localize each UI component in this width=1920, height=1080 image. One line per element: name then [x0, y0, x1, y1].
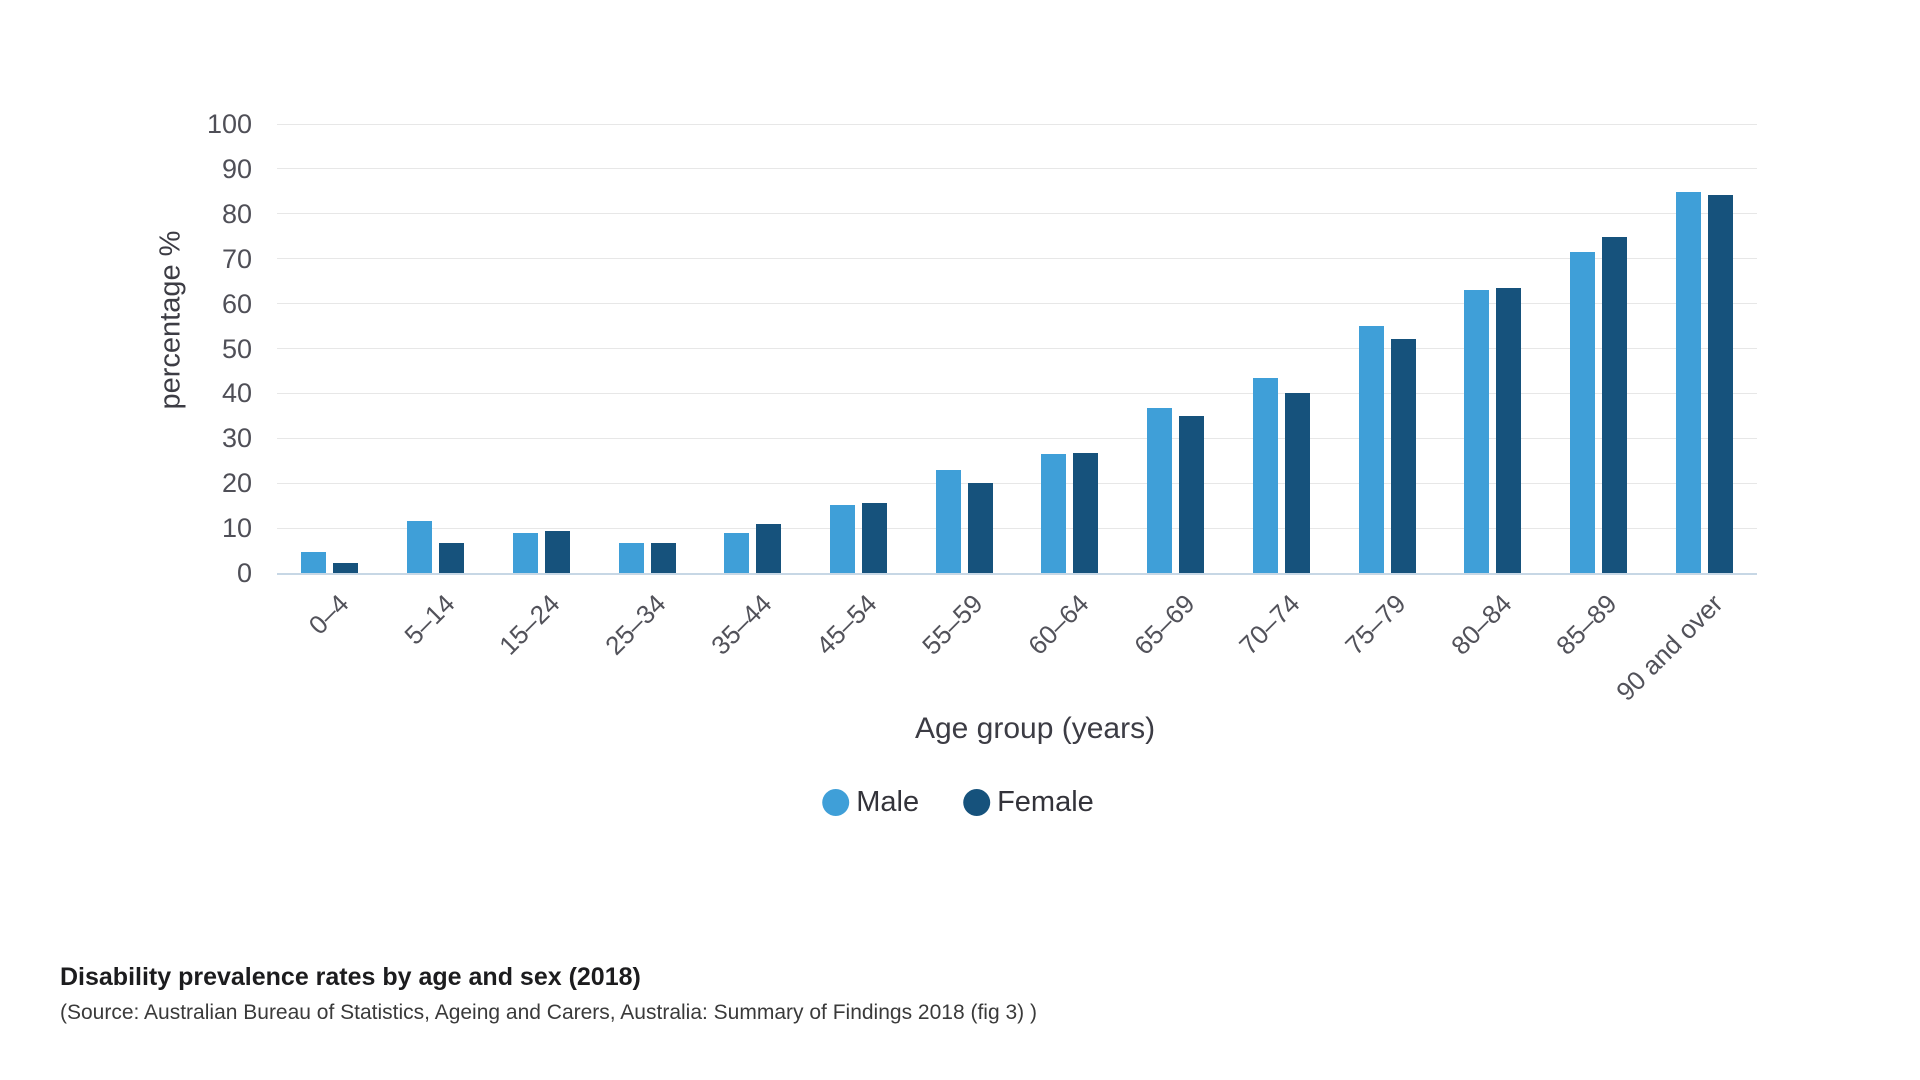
legend-item-female[interactable]: Female — [963, 786, 1094, 819]
y-tick-label-40: 40 — [221, 378, 252, 409]
y-tick-label-100: 100 — [206, 109, 252, 139]
gridline-y-40 — [277, 392, 1757, 394]
bar-female-55–59 — [967, 483, 993, 573]
gridline-y-10 — [277, 527, 1757, 529]
bar-female-70–74 — [1284, 392, 1310, 573]
x-axis-line — [277, 573, 1757, 575]
x-tick-label-55–59: 55–59 — [916, 588, 989, 661]
male-series-swatch-icon — [822, 789, 850, 816]
gridline-y-30 — [277, 437, 1757, 439]
gridline-y-90 — [277, 168, 1757, 170]
bar-male-45–54 — [829, 505, 855, 573]
bar-male-35–44 — [724, 533, 750, 573]
y-tick-label-50: 50 — [221, 333, 252, 364]
bar-male-65–69 — [1147, 407, 1173, 573]
x-tick-label-85–89: 85–89 — [1550, 588, 1623, 661]
legend-label-female: Female — [997, 786, 1094, 818]
bar-male-25–34 — [618, 543, 644, 573]
x-tick-label-80–84: 80–84 — [1444, 588, 1518, 661]
bar-male-60–64 — [1041, 453, 1067, 573]
y-tick-label-90: 90 — [221, 153, 252, 184]
bar-female-85–89 — [1601, 237, 1627, 573]
x-tick-label-70–74: 70–74 — [1233, 588, 1306, 661]
bar-female-0–4 — [333, 563, 359, 573]
bar-female-5–14 — [439, 543, 465, 573]
bar-male-15–24 — [512, 533, 538, 573]
gridline-y-70 — [277, 258, 1757, 260]
bar-male-55–59 — [935, 469, 961, 573]
x-axis-title: Age group (years) — [914, 712, 1156, 745]
y-tick-label-0: 0 — [236, 558, 252, 588]
legend-item-male[interactable]: Male — [822, 786, 919, 819]
bar-male-70–74 — [1252, 377, 1278, 573]
bar-female-80–84 — [1496, 288, 1522, 573]
chart-legend: Male Female — [822, 786, 1094, 819]
bar-female-25–34 — [650, 543, 676, 573]
gridline-y-100 — [277, 123, 1757, 125]
bar-male-90-and-over — [1675, 192, 1701, 573]
x-tick-label-90-and-over: 90 and over — [1610, 588, 1729, 707]
x-tick-label-15–24: 15–24 — [493, 588, 566, 661]
x-tick-label-0–4: 0–4 — [302, 588, 355, 641]
x-tick-label-65–69: 65–69 — [1127, 588, 1201, 661]
bar-male-0–4 — [301, 552, 327, 573]
x-tick-label-75–79: 75–79 — [1339, 588, 1412, 661]
x-tick-label-35–44: 35–44 — [704, 588, 778, 661]
y-tick-label-60: 60 — [221, 288, 252, 319]
gridline-y-20 — [277, 482, 1757, 484]
x-tick-label-25–34: 25–34 — [599, 588, 672, 661]
gridline-y-80 — [277, 213, 1757, 215]
figure-source: (Source: Australian Bureau of Statistics… — [60, 1001, 1037, 1024]
bar-male-85–89 — [1569, 252, 1595, 573]
bar-male-80–84 — [1464, 290, 1490, 573]
bar-male-5–14 — [407, 520, 433, 573]
female-series-swatch-icon — [963, 789, 991, 816]
bar-female-90-and-over — [1707, 195, 1733, 573]
y-tick-label-70: 70 — [221, 243, 252, 274]
gridline-y-50 — [277, 348, 1757, 349]
gridline-y-60 — [277, 303, 1757, 305]
y-axis-title: percentage % — [154, 230, 187, 410]
y-tick-label-80: 80 — [221, 198, 252, 229]
figure-title: Disability prevalence rates by age and s… — [60, 963, 641, 991]
bar-female-60–64 — [1073, 453, 1099, 573]
y-tick-label-30: 30 — [221, 423, 252, 454]
bar-female-75–79 — [1390, 338, 1416, 573]
x-tick-label-45–54: 45–54 — [810, 588, 883, 661]
bar-male-75–79 — [1358, 325, 1384, 573]
bar-female-65–69 — [1179, 415, 1205, 573]
y-tick-label-20: 20 — [221, 468, 252, 499]
x-tick-label-60–64: 60–64 — [1022, 588, 1095, 661]
x-tick-label-5–14: 5–14 — [397, 588, 461, 651]
bar-female-15–24 — [544, 530, 570, 573]
y-tick-label-10: 10 — [221, 513, 252, 544]
legend-label-male: Male — [856, 786, 920, 818]
bar-female-45–54 — [861, 502, 887, 573]
bar-female-35–44 — [756, 524, 782, 573]
